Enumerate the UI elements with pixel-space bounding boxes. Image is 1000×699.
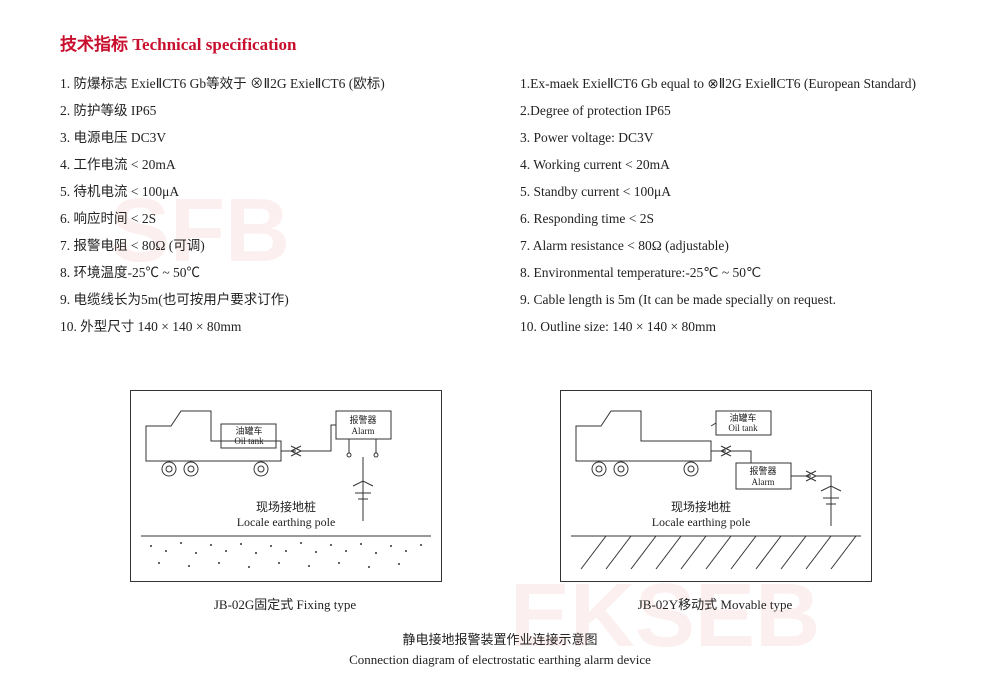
specs-chinese: 1. 防爆标志 ExieⅡCT6 Gb等效于 ⊗Ⅱ2G ExieⅡCT6 (欧标… [60, 70, 480, 340]
bottom-caption-en: Connection diagram of electrostatic eart… [0, 650, 1000, 670]
spec-line: 10. 外型尺寸 140 × 140 × 80mm [60, 313, 480, 340]
spec-line: 6. Responding time < 2S [520, 205, 980, 232]
svg-text:Locale earthing pole: Locale earthing pole [652, 515, 751, 529]
spec-line: 9. 电缆线长为5m(也可按用户要求订作) [60, 286, 480, 313]
spec-line: 5. Standby current < 100μA [520, 178, 980, 205]
spec-line: 4. 工作电流 < 20mA [60, 151, 480, 178]
section-title: 技术指标 Technical specification [60, 30, 296, 55]
svg-text:现场接地桩: 现场接地桩 [671, 499, 731, 514]
spec-line: 2.Degree of protection IP65 [520, 97, 980, 124]
diagram-fixing-frame: 油罐车 Oil tank 报警器 Alarm 现场接地桩 Locale eart… [130, 390, 442, 582]
svg-text:Locale earthing pole: Locale earthing pole [237, 515, 336, 529]
diagram-fixing: 油罐车 Oil tank 报警器 Alarm 现场接地桩 Locale eart… [130, 390, 440, 613]
svg-text:Alarm: Alarm [352, 426, 375, 436]
svg-text:油罐车: 油罐车 [729, 412, 756, 423]
bottom-caption: 静电接地报警装置作业连接示意图 Connection diagram of el… [0, 630, 1000, 669]
svg-text:Oil tank: Oil tank [728, 423, 758, 433]
spec-line: 7. 报警电阻 < 80Ω (可调) [60, 232, 480, 259]
specs-english: 1.Ex-maek ExieⅡCT6 Gb equal to ⊗Ⅱ2G Exie… [520, 70, 980, 340]
spec-line: 4. Working current < 20mA [520, 151, 980, 178]
svg-text:Oil tank: Oil tank [234, 436, 264, 446]
spec-line: 2. 防护等级 IP65 [60, 97, 480, 124]
spec-line: 10. Outline size: 140 × 140 × 80mm [520, 313, 980, 340]
svg-text:Alarm: Alarm [752, 477, 775, 487]
spec-line: 1.Ex-maek ExieⅡCT6 Gb equal to ⊗Ⅱ2G Exie… [520, 70, 980, 97]
svg-text:现场接地桩: 现场接地桩 [256, 499, 316, 514]
spec-line: 5. 待机电流 < 100μA [60, 178, 480, 205]
spec-line: 9. Cable length is 5m (It can be made sp… [520, 286, 980, 313]
bottom-caption-cn: 静电接地报警装置作业连接示意图 [0, 630, 1000, 650]
spec-line: 8. Environmental temperature:-25℃ ~ 50℃ [520, 259, 980, 286]
diagram-fixing-caption: JB-02G固定式 Fixing type [130, 594, 440, 613]
spec-line: 7. Alarm resistance < 80Ω (adjustable) [520, 232, 980, 259]
diagram-row: 油罐车 Oil tank 报警器 Alarm 现场接地桩 Locale eart… [0, 390, 1000, 613]
spec-line: 8. 环境温度-25℃ ~ 50℃ [60, 259, 480, 286]
spec-line: 3. 电源电压 DC3V [60, 124, 480, 151]
diagram-movable-frame: 油罐车 Oil tank 报警器 Alarm 现场接地桩 Locale eart… [560, 390, 872, 582]
spec-line: 6. 响应时间 < 2S [60, 205, 480, 232]
diagram-movable: 油罐车 Oil tank 报警器 Alarm 现场接地桩 Locale eart… [560, 390, 870, 613]
svg-text:报警器: 报警器 [349, 414, 376, 425]
spec-line: 1. 防爆标志 ExieⅡCT6 Gb等效于 ⊗Ⅱ2G ExieⅡCT6 (欧标… [60, 70, 480, 97]
svg-text:报警器: 报警器 [749, 465, 776, 476]
diagram-movable-caption: JB-02Y移动式 Movable type [560, 594, 870, 613]
svg-text:油罐车: 油罐车 [235, 425, 262, 436]
spec-line: 3. Power voltage: DC3V [520, 124, 980, 151]
